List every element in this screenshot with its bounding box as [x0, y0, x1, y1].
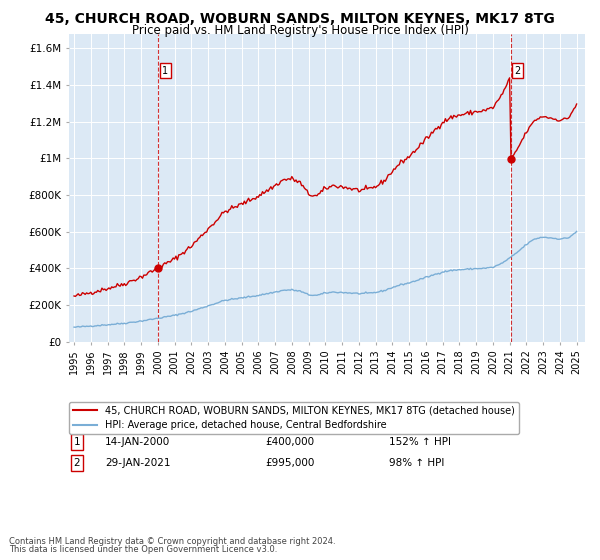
- Text: £400,000: £400,000: [265, 437, 314, 447]
- Text: 2: 2: [73, 458, 80, 468]
- Text: Contains HM Land Registry data © Crown copyright and database right 2024.: Contains HM Land Registry data © Crown c…: [9, 537, 335, 546]
- Text: 1: 1: [162, 66, 168, 76]
- Text: 2: 2: [514, 66, 521, 76]
- Legend: 45, CHURCH ROAD, WOBURN SANDS, MILTON KEYNES, MK17 8TG (detached house), HPI: Av: 45, CHURCH ROAD, WOBURN SANDS, MILTON KE…: [69, 402, 519, 435]
- Text: 1: 1: [73, 437, 80, 447]
- Text: This data is licensed under the Open Government Licence v3.0.: This data is licensed under the Open Gov…: [9, 545, 277, 554]
- Text: 152% ↑ HPI: 152% ↑ HPI: [389, 437, 451, 447]
- Text: 98% ↑ HPI: 98% ↑ HPI: [389, 458, 444, 468]
- Text: 14-JAN-2000: 14-JAN-2000: [105, 437, 170, 447]
- Text: 29-JAN-2021: 29-JAN-2021: [105, 458, 170, 468]
- Text: £995,000: £995,000: [265, 458, 314, 468]
- Text: 45, CHURCH ROAD, WOBURN SANDS, MILTON KEYNES, MK17 8TG: 45, CHURCH ROAD, WOBURN SANDS, MILTON KE…: [45, 12, 555, 26]
- Text: Price paid vs. HM Land Registry's House Price Index (HPI): Price paid vs. HM Land Registry's House …: [131, 24, 469, 36]
